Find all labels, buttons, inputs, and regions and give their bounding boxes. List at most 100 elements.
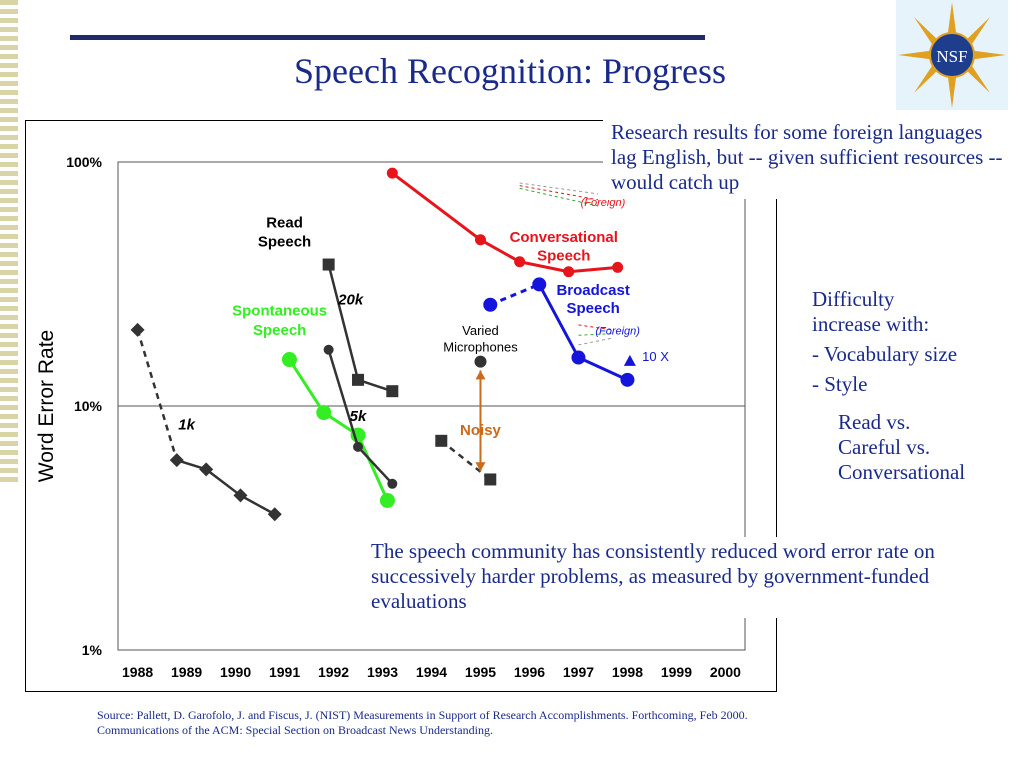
x-tick-label: 1988: [122, 664, 153, 680]
x-tick-label: 1995: [465, 664, 496, 680]
series-segment: [577, 356, 629, 382]
title-rule: [70, 35, 705, 40]
x-tick-label: 1999: [661, 664, 692, 680]
difficulty-line: increase with:: [812, 312, 930, 336]
foreign-line: [519, 182, 599, 195]
chart-annotation: Varied: [462, 323, 499, 338]
y-tick-label: 1%: [82, 642, 103, 658]
series-segment: [136, 329, 178, 461]
data-point: [483, 297, 498, 312]
nsf-logo: NSF: [896, 0, 1008, 110]
data-point: [386, 167, 398, 179]
foreign-line: [519, 185, 599, 201]
series-segment: [327, 349, 360, 448]
data-point: [379, 492, 395, 508]
foreign-languages-note: Research results for some foreign langua…: [603, 120, 1012, 199]
data-point: [514, 256, 526, 268]
data-point: [316, 405, 332, 421]
source-line: Source: Pallett, D. Garofolo, J. and Fis…: [97, 708, 748, 722]
x-tick-label: 1993: [367, 664, 398, 680]
source-line: Communications of the ACM: Special Secti…: [97, 723, 493, 737]
difficulty-line: Difficulty: [812, 287, 895, 311]
chart-annotation: (Foreign): [581, 197, 626, 209]
difficulty-line: - Style: [812, 372, 868, 396]
data-point: [387, 478, 398, 489]
series-segment: [357, 446, 394, 485]
chart-annotation: Noisy: [460, 422, 502, 439]
x-tick-label: 1989: [171, 664, 202, 680]
x-tick-label: 1991: [269, 664, 300, 680]
series-segment: [391, 171, 482, 241]
chart-annotation: Broadcast: [556, 282, 629, 299]
chart-annotation: Microphones: [443, 340, 518, 355]
data-point: [199, 462, 214, 477]
series-segment: [327, 264, 360, 381]
x-tick-label: 1990: [220, 664, 251, 680]
chart-annotation: Spontaneous: [232, 302, 327, 319]
chart-annotation: 5k: [350, 408, 367, 425]
data-point: [612, 261, 624, 273]
data-point: [353, 441, 364, 452]
difficulty-note: Difficulty increase with: - Vocabulary s…: [812, 287, 958, 397]
y-axis-label: Word Error Rate: [35, 330, 58, 483]
data-point: [474, 355, 487, 368]
x-tick-label: 1996: [514, 664, 545, 680]
data-point: [169, 453, 184, 468]
progress-chart: 100% 10% 1% 1988 1989 1990 1991 1992 1993 1994 199…: [35, 154, 746, 680]
data-point: [484, 473, 497, 486]
data-point: [130, 322, 145, 337]
data-point: [322, 258, 335, 271]
style-note: Read vs. Careful vs. Conversational: [838, 410, 966, 485]
data-point: [620, 372, 635, 387]
chart-annotation: Read: [266, 214, 303, 231]
data-point: [474, 234, 486, 246]
chart-annotation: 10 X: [642, 349, 669, 364]
data-point: [281, 352, 297, 368]
x-tick-label: 1992: [318, 664, 349, 680]
x-tick-label: 1998: [612, 664, 643, 680]
data-point: [571, 350, 586, 365]
source-citation: Source: Pallett, D. Garofolo, J. and Fis…: [97, 708, 748, 738]
x-tick-label: 2000: [710, 664, 741, 680]
logo-text: NSF: [936, 47, 967, 66]
series-segment: [288, 358, 325, 414]
decorative-stripes: [0, 0, 18, 485]
y-tick-label: 100%: [66, 154, 102, 170]
chart-annotation: Speech: [537, 247, 590, 264]
chart-annotation: Speech: [258, 234, 311, 251]
series-segment: [479, 238, 521, 264]
noisy-arrowhead: [475, 462, 486, 472]
series-segment: [568, 265, 618, 274]
noisy-arrowhead: [475, 370, 486, 380]
chart-annotation: 20k: [337, 292, 364, 309]
series-segment: [239, 494, 276, 516]
foreign-line: [519, 187, 599, 207]
series-segment: [489, 283, 540, 307]
x-tick-label: 1997: [563, 664, 594, 680]
style-line: Read vs.: [838, 410, 911, 434]
series-segment: [519, 260, 569, 274]
data-point: [532, 277, 547, 292]
y-tick-label: 10%: [74, 398, 103, 414]
difficulty-line: - Vocabulary size: [812, 342, 958, 366]
series-segment: [537, 283, 580, 359]
chart-annotation: Conversational: [510, 229, 618, 246]
data-point: [386, 385, 399, 398]
data-point: [267, 507, 282, 522]
chart-annotation: (Foreign): [595, 326, 640, 338]
community-note: The speech community has consistently re…: [365, 537, 957, 618]
data-point: [563, 266, 575, 278]
style-line: Conversational: [838, 460, 966, 484]
x-tick-label: 1994: [416, 664, 447, 680]
data-point: [623, 354, 636, 366]
style-line: Careful vs.: [838, 435, 931, 459]
data-point: [352, 373, 365, 386]
chart-annotation: Speech: [566, 300, 619, 317]
data-point: [435, 434, 448, 447]
chart-annotation: 1k: [178, 417, 195, 434]
data-point: [323, 344, 334, 355]
slide-title: Speech Recognition: Progress: [294, 51, 726, 91]
series-segment: [440, 439, 492, 481]
foreign-line: [578, 337, 613, 346]
data-point: [233, 488, 248, 503]
